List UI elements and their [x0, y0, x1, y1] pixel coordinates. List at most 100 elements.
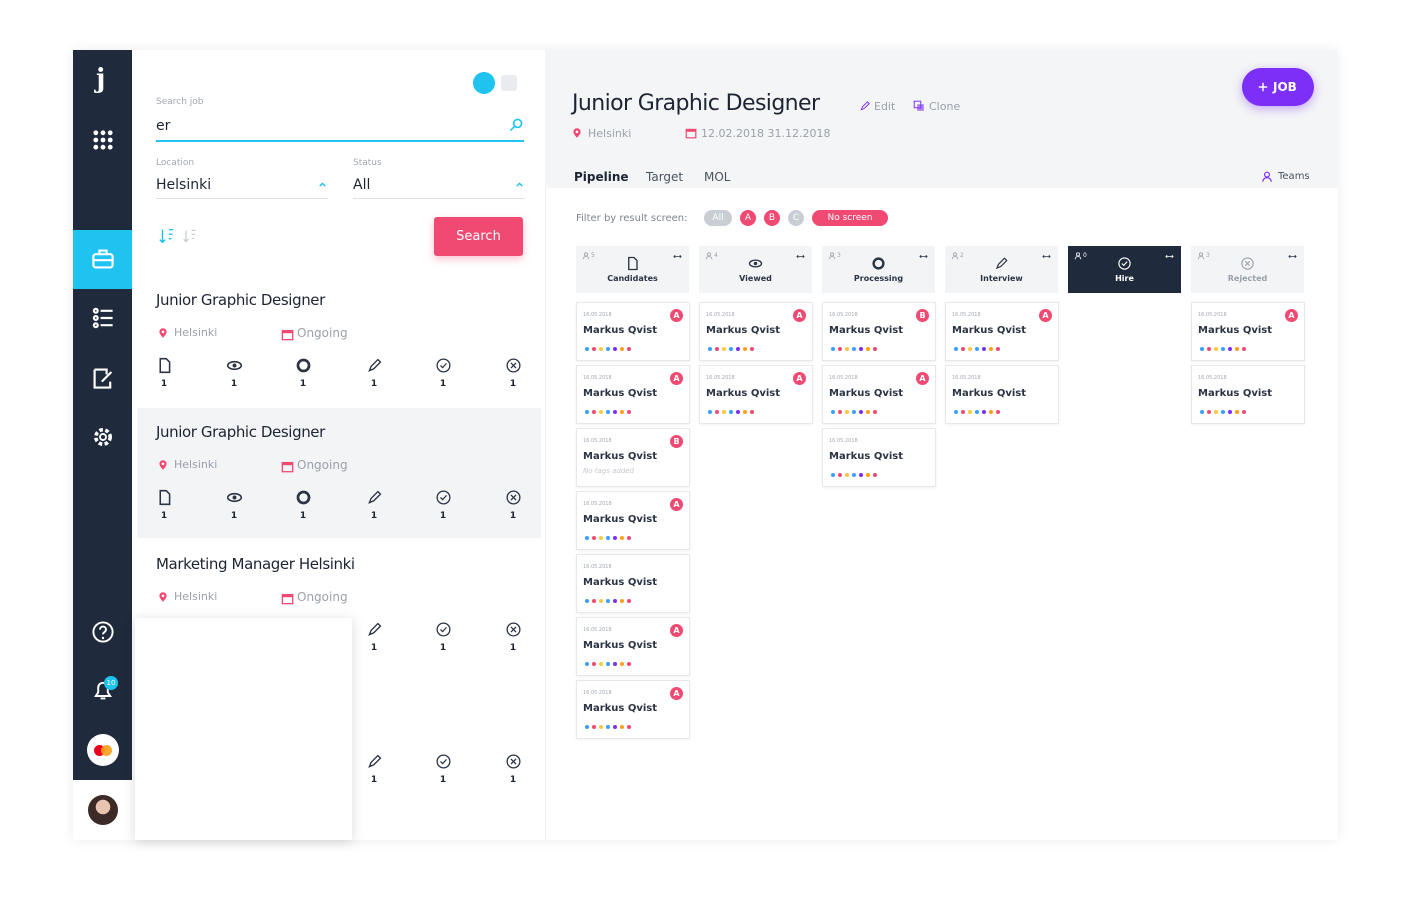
stage-icon-part [435, 753, 451, 769]
candidate-card[interactable] [699, 302, 813, 361]
avatar[interactable] [88, 795, 118, 825]
tab[interactable]: Target [646, 170, 684, 184]
nav-case[interactable] [91, 247, 115, 271]
status-value[interactable]: All [353, 177, 371, 193]
stage-icon [158, 357, 170, 373]
new-job-label[interactable]: JOB [1273, 80, 1297, 94]
job-status: Ongoing [297, 590, 348, 604]
tag-dot [961, 410, 965, 414]
search-button[interactable]: Search [434, 217, 523, 256]
job-title[interactable]: Marketing Manager Helsinki [156, 555, 355, 573]
location-value[interactable]: Helsinki [156, 177, 212, 193]
filter-chip[interactable]: All [704, 210, 732, 226]
stage-header[interactable] [699, 246, 812, 293]
tag-dot [845, 347, 849, 351]
tag-dot [599, 347, 603, 351]
stage-header-icon-part [871, 256, 885, 270]
tag-dot [859, 410, 863, 414]
stage-expand[interactable] [1287, 252, 1297, 261]
search-query[interactable]: er [156, 118, 171, 134]
filter-chip[interactable]: No screen [812, 210, 888, 226]
stage-count: 1 [509, 379, 517, 389]
edit-link[interactable]: Edit [874, 100, 896, 113]
candidate-card[interactable] [945, 365, 1059, 424]
new-job-button[interactable] [1242, 68, 1314, 106]
stage-person [828, 252, 836, 260]
candidate-card[interactable] [1191, 365, 1305, 424]
stage-icon-part [296, 358, 310, 372]
tag-dot [606, 410, 610, 414]
view-toggle-list[interactable] [501, 75, 517, 91]
stage-icon [367, 358, 381, 372]
job-title[interactable]: Junior Graphic Designer [156, 423, 325, 441]
nav-edit[interactable] [91, 366, 115, 390]
stage-header-icon [1117, 256, 1131, 270]
stage-count: 1 [230, 511, 238, 521]
tag-dot [613, 599, 617, 603]
tag-dot [968, 410, 972, 414]
candidate-card[interactable] [822, 365, 936, 424]
tag-dot [873, 410, 877, 414]
candidate-card[interactable] [1191, 302, 1305, 361]
tag-dot [989, 410, 993, 414]
stage-header-icon [748, 258, 762, 268]
filter-chip[interactable]: C [788, 210, 804, 226]
candidate-card[interactable] [576, 554, 690, 613]
sort-icon-2-part [183, 229, 196, 243]
nav-help[interactable] [91, 620, 115, 644]
teams-link[interactable]: Teams [1278, 171, 1310, 182]
candidate-name: Markus Qvist [583, 325, 658, 336]
search-icon[interactable] [508, 117, 524, 133]
stage-header[interactable] [1191, 246, 1304, 293]
stage-icon-part [435, 621, 451, 637]
nav-grid[interactable] [91, 128, 115, 152]
sort-icon-2[interactable] [182, 228, 198, 244]
nav-list[interactable] [91, 306, 115, 330]
candidate-name: Markus Qvist [829, 325, 904, 336]
job-title[interactable]: Junior Graphic Designer [156, 291, 325, 309]
stage-expand[interactable] [672, 252, 682, 261]
stage-expand[interactable] [1041, 252, 1051, 261]
tab[interactable]: MOL [704, 170, 731, 184]
tag-dot [715, 410, 719, 414]
stage-icon-part [158, 489, 170, 505]
tag-dot [592, 410, 596, 414]
tag-dot [1242, 347, 1246, 351]
filter-chip[interactable]: B [764, 210, 780, 226]
tag-dot [873, 473, 877, 477]
candidate-card[interactable] [822, 428, 936, 487]
stage-icon-part [509, 625, 517, 633]
tab[interactable]: Pipeline [574, 170, 629, 184]
view-toggle-grid[interactable] [473, 72, 495, 94]
nav-grid-part [107, 130, 113, 136]
stage-header[interactable] [945, 246, 1058, 293]
stage-expand[interactable] [1164, 252, 1174, 261]
clone-link[interactable]: Clone [929, 100, 961, 113]
job-location: Helsinki [174, 590, 218, 603]
stage-header[interactable] [822, 246, 935, 293]
stage-header-icon-part [753, 261, 757, 265]
candidate-card[interactable] [699, 365, 813, 424]
tag-dot [599, 662, 603, 666]
stage-expand[interactable] [795, 252, 805, 261]
stage-header[interactable] [1068, 246, 1181, 293]
card-date: 16.05.2018 [583, 375, 612, 381]
stage-icon [505, 489, 521, 505]
sort-icon[interactable] [158, 227, 176, 245]
stage-person-part [582, 256, 590, 260]
tag-dot [982, 410, 986, 414]
stage-person-part [1199, 252, 1203, 257]
card-date: 16.05.2018 [583, 501, 612, 507]
candidate-name: Markus Qvist [583, 514, 658, 525]
stage-expand[interactable] [918, 252, 928, 261]
nav-gear[interactable] [91, 425, 115, 449]
status-underline [353, 198, 525, 199]
nav-grid-part [93, 137, 99, 143]
filter-chip[interactable]: A [740, 210, 756, 226]
tag-dot [592, 725, 596, 729]
tag-dot [620, 536, 624, 540]
stage-icon-part [232, 363, 236, 367]
card-date: 16.05.2018 [1198, 375, 1227, 381]
candidate-name: Markus Qvist [583, 388, 658, 399]
stage-icon-part [158, 357, 170, 373]
